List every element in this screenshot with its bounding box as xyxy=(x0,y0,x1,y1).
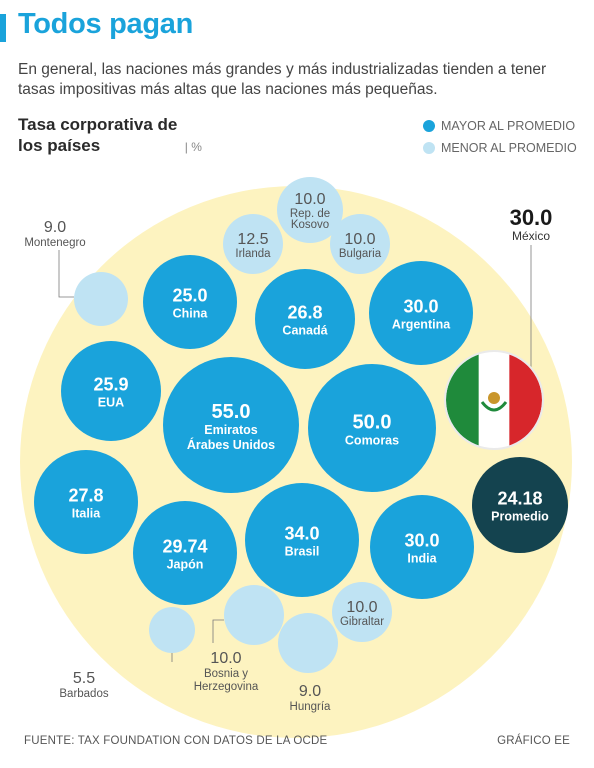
country-label-emiratos-arabes-unidos-1: Emiratos xyxy=(204,423,258,437)
bubble-bosnia-y-herzegovina xyxy=(224,585,284,645)
country-label-bosnia-y-herzegovina-2: Herzegovina xyxy=(194,681,259,693)
legend-item-below: MENOR AL PROMEDIO xyxy=(423,137,577,159)
bubble-china xyxy=(143,255,237,349)
value-label-emiratos-arabes-unidos: 55.0 xyxy=(212,401,251,423)
legend-swatch-above xyxy=(423,120,435,132)
page-subtitle: En general, las naciones más grandes y m… xyxy=(18,61,547,98)
country-label-montenegro: Montenegro xyxy=(24,237,85,249)
bubble-promedio xyxy=(472,457,568,553)
value-label-japon: 29.74 xyxy=(162,537,207,557)
country-label-bulgaria: Bulgaria xyxy=(339,248,382,260)
bubble-japon xyxy=(133,501,237,605)
country-label-argentina: Argentina xyxy=(392,318,451,332)
credit-note: GRÁFICO EE xyxy=(497,735,570,747)
value-label-barbados: 5.5 xyxy=(73,670,95,687)
country-label-irlanda: Irlanda xyxy=(235,248,271,260)
bubble-bulgaria xyxy=(330,214,390,274)
value-label-eua: 25.9 xyxy=(93,375,128,395)
bubble-canada xyxy=(255,269,355,369)
leader-line-bosnia-y-herzegovina xyxy=(212,619,224,643)
value-label-china: 25.0 xyxy=(172,286,207,306)
country-label-japon: Japón xyxy=(167,558,204,572)
legend-label-below: MENOR AL PROMEDIO xyxy=(441,141,577,155)
legend-label-above: MAYOR AL PROMEDIO xyxy=(441,119,576,133)
country-label-eua: EUA xyxy=(98,396,124,410)
country-label-bosnia-y-herzegovina-1: Bosnia y xyxy=(204,668,248,680)
value-label-bosnia-y-herzegovina: 10.0 xyxy=(210,650,241,667)
chart-unit: % xyxy=(191,140,202,154)
value-label-mexico: 30.0 xyxy=(510,205,553,230)
legend-swatch-below xyxy=(423,142,435,154)
country-label-hungria: Hungría xyxy=(290,701,332,713)
value-label-hungria: 9.0 xyxy=(299,683,321,700)
legend-item-above: MAYOR AL PROMEDIO xyxy=(423,115,577,137)
value-label-irlanda: 12.5 xyxy=(237,231,268,248)
value-label-argentina: 30.0 xyxy=(403,297,438,317)
country-label-mexico: México xyxy=(512,229,550,243)
mexico-emblem-wreath xyxy=(480,401,508,412)
country-label-rep-de-kosovo-2: Kosovo xyxy=(291,219,329,231)
country-label-rep-de-kosovo-1: Rep. de xyxy=(290,208,330,220)
value-label-bulgaria: 10.0 xyxy=(344,231,375,248)
value-label-rep-de-kosovo: 10.0 xyxy=(294,191,325,208)
country-label-india: India xyxy=(407,552,437,566)
country-label-comoras: Comoras xyxy=(345,434,399,448)
country-label-barbados: Barbados xyxy=(59,688,108,700)
country-label-promedio: Promedio xyxy=(491,510,549,524)
bubble-italia xyxy=(34,450,138,554)
country-label-gibraltar: Gibraltar xyxy=(340,616,384,628)
value-label-india: 30.0 xyxy=(404,531,439,551)
mexico-emblem-eagle xyxy=(488,392,500,404)
bubble-argentina xyxy=(369,261,473,365)
value-label-gibraltar: 10.0 xyxy=(346,599,377,616)
bubble-montenegro xyxy=(74,272,128,326)
bubble-emiratos-arabes-unidos xyxy=(163,357,299,493)
bubble-barbados xyxy=(149,607,195,653)
value-label-canada: 26.8 xyxy=(287,303,322,323)
bubble-eua xyxy=(61,341,161,441)
source-note: FUENTE: TAX FOUNDATION CON DATOS DE LA O… xyxy=(24,735,328,747)
bubble-hungria xyxy=(278,613,338,673)
country-label-canada: Canadá xyxy=(282,324,327,338)
leader-line-montenegro xyxy=(58,250,74,298)
page-title: Todos pagan xyxy=(18,8,193,40)
country-label-emiratos-arabes-unidos-2: Árabes Unidos xyxy=(187,437,275,452)
country-label-italia: Italia xyxy=(72,507,102,521)
bubble-gibraltar xyxy=(332,582,392,642)
country-label-china: China xyxy=(173,307,209,321)
bubble-irlanda xyxy=(223,214,283,274)
bubble-mexico xyxy=(444,350,544,450)
mexico-flag-border xyxy=(444,350,544,450)
bubble-india xyxy=(370,495,474,599)
chart-unit-label: | % xyxy=(184,140,202,154)
value-label-comoras: 50.0 xyxy=(353,412,392,434)
title-accent-bar xyxy=(0,14,6,42)
value-label-italia: 27.8 xyxy=(68,486,103,506)
bubble-brasil xyxy=(245,483,359,597)
bubble-comoras xyxy=(308,364,436,492)
value-label-brasil: 34.0 xyxy=(284,524,319,544)
value-label-montenegro: 9.0 xyxy=(44,219,66,236)
chart-title-text: Tasa corporativa de los países xyxy=(18,115,178,155)
legend: MAYOR AL PROMEDIO MENOR AL PROMEDIO xyxy=(423,115,577,159)
value-label-promedio: 24.18 xyxy=(497,489,542,509)
chart-title: Tasa corporativa de los países | % xyxy=(18,114,202,158)
country-label-brasil: Brasil xyxy=(285,545,320,559)
bubble-rep-de-kosovo xyxy=(277,177,343,243)
